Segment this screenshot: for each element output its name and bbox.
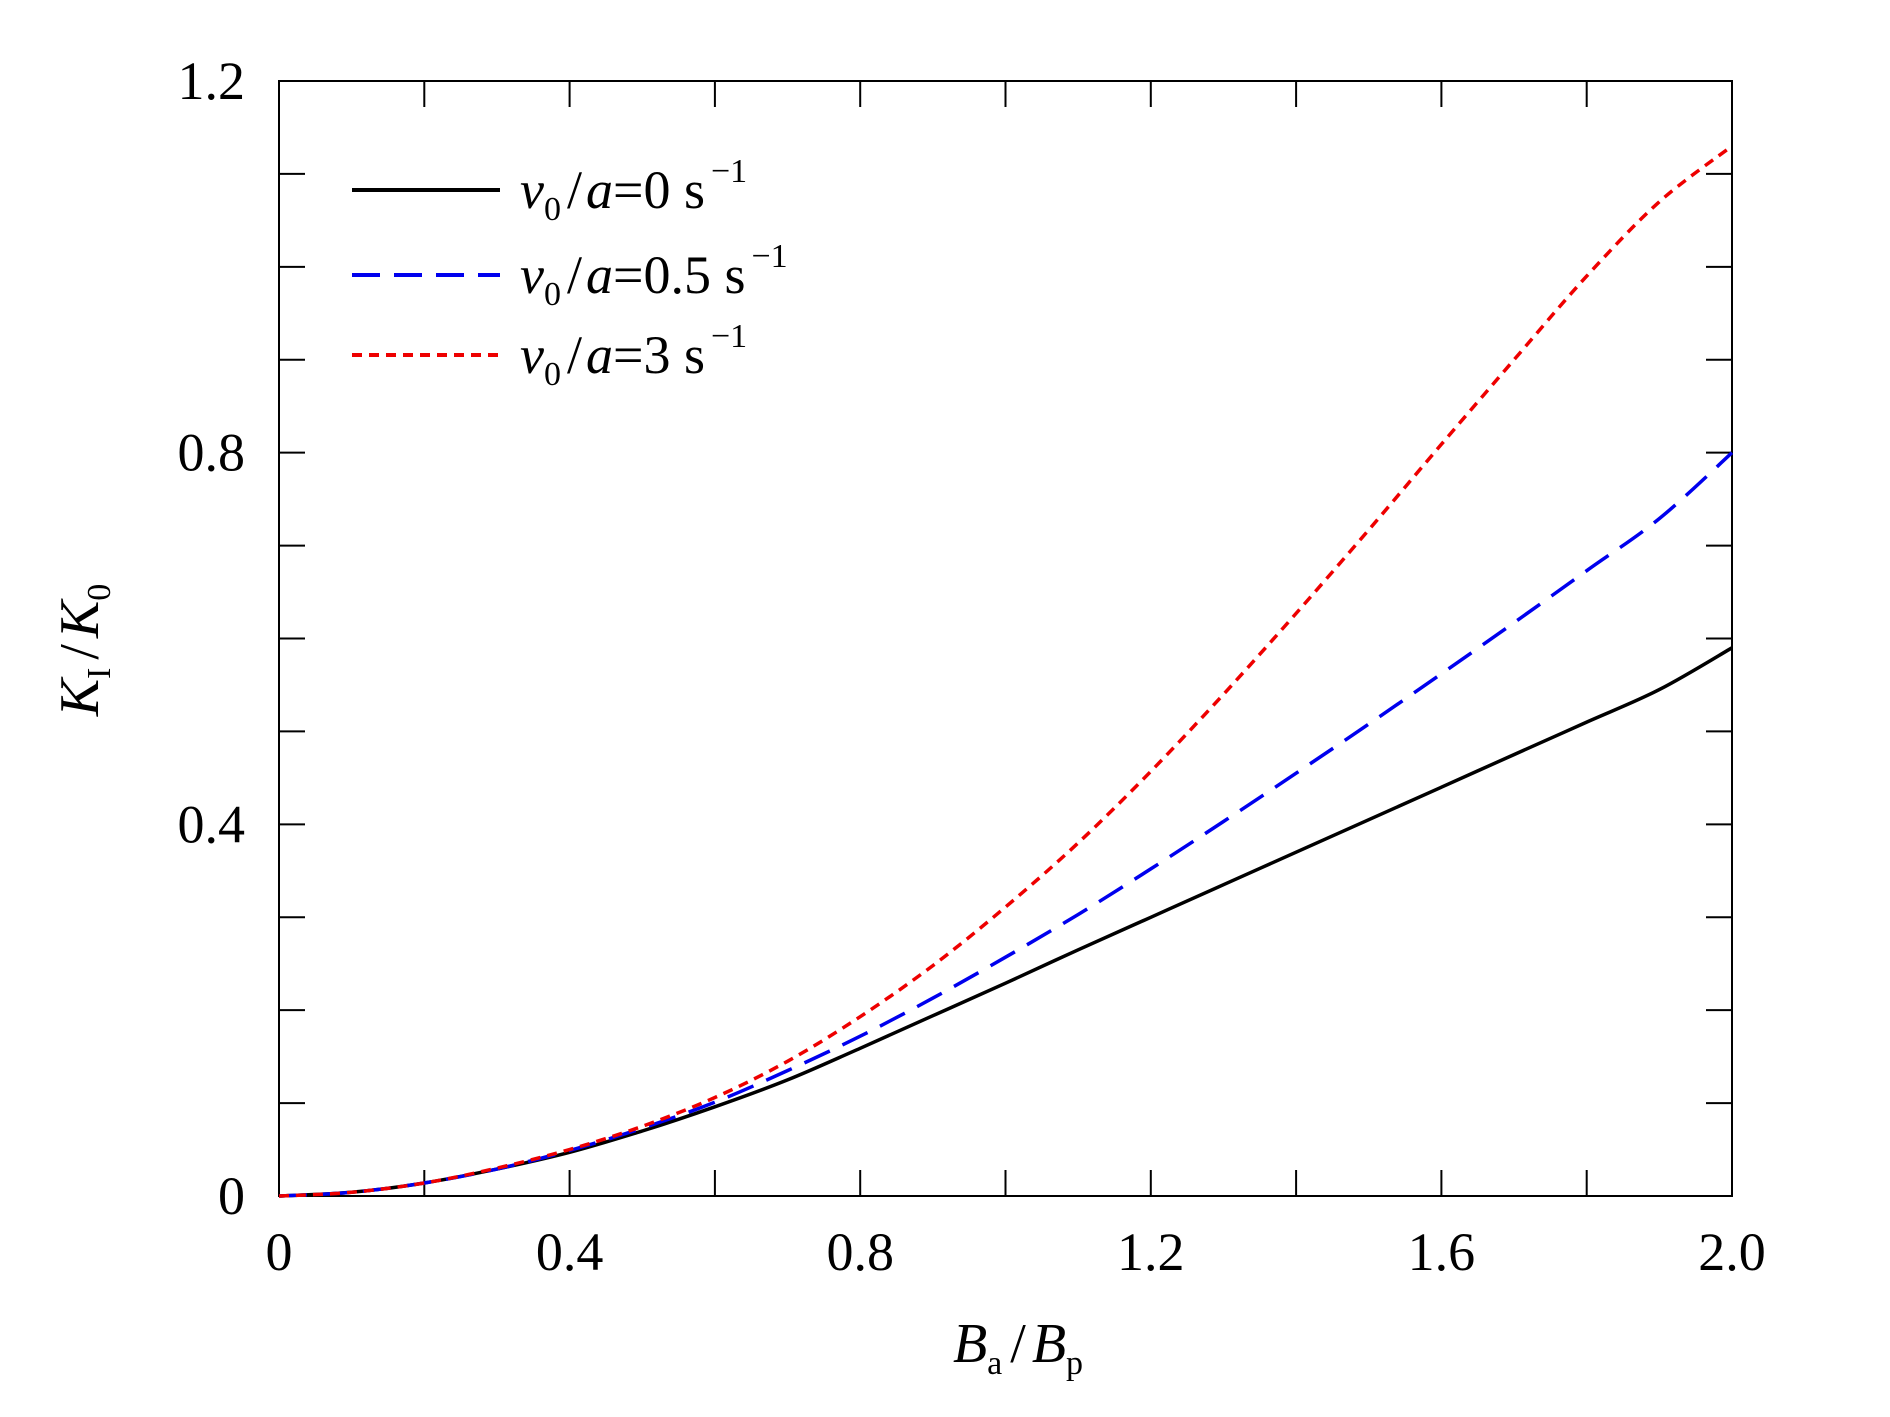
legend-label-2: v0/a=0.5 s −1	[520, 238, 788, 313]
legend-label-3: v0/a=3 s −1	[520, 318, 747, 393]
plot-border	[278, 80, 1733, 1197]
y-tick-label: 0.8	[178, 423, 246, 483]
x-tick-label: 0.4	[536, 1222, 604, 1282]
y-tick-label: 1.2	[178, 51, 246, 111]
y-axis-label: KI/K0	[49, 584, 118, 718]
x-tick-label: 0	[266, 1222, 293, 1282]
y-tick-label: 0.4	[178, 794, 246, 854]
series-line-1	[278, 646, 1733, 1198]
series-line-3	[278, 144, 1734, 1198]
x-tick-label: 1.6	[1408, 1222, 1476, 1282]
x-tick-label: 2.0	[1698, 1222, 1766, 1282]
x-axis-label: Ba / Bp	[953, 1313, 1083, 1382]
tick-labels: 0 0.4 0.8 1.2 1.6 2.0 0 0.4 0.8 1.2	[178, 51, 1766, 1282]
series-lines	[278, 144, 1734, 1198]
axis-ticks	[278, 80, 1733, 1197]
x-tick-label: 1.2	[1117, 1222, 1185, 1282]
series-line-2	[278, 451, 1734, 1198]
x-tick-label: 0.8	[826, 1222, 894, 1282]
legend-label-1: v0/a=0 s −1	[520, 153, 747, 228]
plot-frame	[278, 80, 1733, 1197]
y-tick-label: 0	[218, 1166, 245, 1226]
legend: v0/a=0 s −1 v0/a=0.5 s −1v0/a=3 s −1	[352, 153, 788, 393]
